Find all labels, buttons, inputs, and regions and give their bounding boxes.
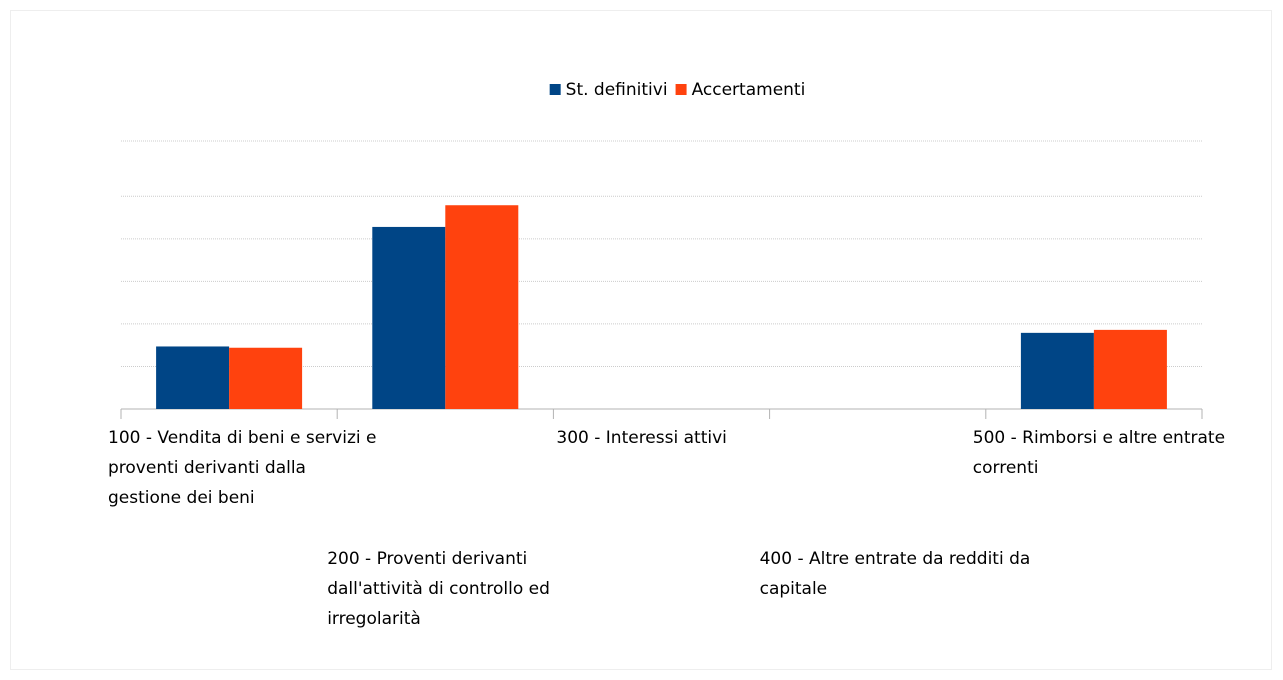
x-tick-label: 300 - Interessi attivi xyxy=(556,428,727,448)
legend-label: St. definitivi xyxy=(566,80,668,100)
legend-label: Accertamenti xyxy=(692,80,806,100)
legend-swatch xyxy=(675,84,687,95)
bar xyxy=(445,205,519,409)
x-tick-label: 200 - Proventi derivanti dall'attività d… xyxy=(327,549,550,629)
x-tick-label: 500 - Rimborsi e altre entrate correnti xyxy=(972,428,1226,478)
bar xyxy=(1020,332,1094,409)
bar xyxy=(156,346,230,409)
bar xyxy=(229,347,303,409)
chart-border xyxy=(10,10,1272,670)
bar xyxy=(372,226,446,409)
bar xyxy=(1093,329,1167,409)
x-tick-label: 100 - Vendita di beni e servizi e proven… xyxy=(108,428,377,508)
x-tick-label: 400 - Altre entrate da redditi da capita… xyxy=(759,549,1031,599)
legend-swatch xyxy=(549,84,561,95)
